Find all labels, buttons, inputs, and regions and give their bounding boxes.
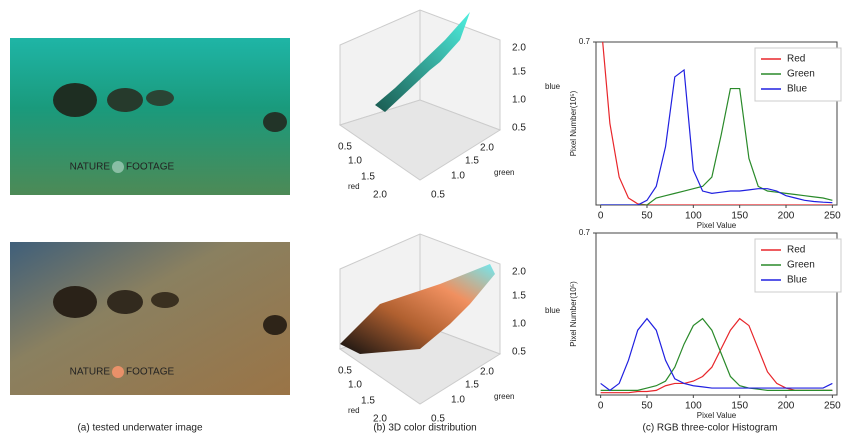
red-tick-label: 1.5 (361, 172, 375, 183)
x-tick-label: 250 (824, 401, 841, 412)
axis-label: blue (545, 82, 561, 91)
x-tick-label: 200 (778, 211, 795, 222)
blue-tick-label: 1.5 (512, 67, 526, 78)
blue-tick-label: 1.0 (512, 319, 526, 330)
y-axis-label: Pixel Number(10⁵) (569, 90, 578, 156)
series-line (601, 319, 833, 393)
green-tick-label: 1.5 (465, 156, 479, 167)
x-tick-label: 150 (731, 401, 748, 412)
y-tick-label: 0.7 (579, 228, 591, 237)
blue-tick-label: 1.5 (512, 291, 526, 302)
x-tick-label: 50 (641, 401, 653, 412)
x-tick-label: 250 (824, 211, 841, 222)
red-tick-label: 0.5 (338, 142, 352, 153)
watermark: FOOTAGE (126, 162, 174, 173)
red-tick-label: 1.5 (361, 396, 375, 407)
x-tick-label: 150 (731, 211, 748, 222)
watermark: FOOTAGE (126, 367, 174, 378)
blue-tick-label: 0.5 (512, 347, 526, 358)
y-tick-label: 0.7 (579, 37, 591, 46)
axis-label: green (494, 392, 514, 401)
legend-label: Red (787, 245, 805, 256)
caption: (c) RGB three-color Histogram (642, 423, 777, 434)
legend-label: Blue (787, 84, 807, 95)
x-axis-label: Pixel Value (697, 411, 737, 420)
axis-label: blue (545, 306, 561, 315)
figure: NATUREFOOTAGENATUREFOOTAGE 0.51.01.52.0r… (0, 0, 843, 438)
red-tick-label: 1.0 (348, 156, 362, 167)
x-tick-label: 100 (685, 211, 702, 222)
x-tick-label: 50 (641, 211, 653, 222)
x-tick-label: 100 (685, 401, 702, 412)
axis-label: red (348, 406, 360, 415)
blue-tick-label: 1.0 (512, 95, 526, 106)
legend-label: Blue (787, 275, 807, 286)
series-line (601, 319, 833, 391)
blue-tick-label: 0.5 (512, 123, 526, 134)
blue-tick-label: 2.0 (512, 267, 526, 278)
x-axis-label: Pixel Value (697, 221, 737, 230)
watermark-dot (112, 161, 124, 173)
legend-label: Red (787, 54, 805, 65)
histograms: 0 50 100 150 200 250 0.7 Pixel Value Pixel Numbe… (569, 19, 841, 420)
green-tick-label: 0.5 (431, 190, 445, 201)
watermark: NATURE (70, 367, 111, 378)
x-tick-label: 200 (778, 401, 795, 412)
legend-label: Green (787, 260, 815, 271)
axis-label: green (494, 168, 514, 177)
series-line (601, 19, 833, 205)
caption: (b) 3D color distribution (373, 423, 476, 434)
red-tick-label: 1.0 (348, 380, 362, 391)
green-tick-label: 1.0 (451, 171, 465, 182)
watermark: NATURE (70, 162, 111, 173)
axis-label: red (348, 182, 360, 191)
blue-tick-label: 2.0 (512, 43, 526, 54)
green-tick-label: 2.0 (480, 143, 494, 154)
green-tick-label: 2.0 (480, 367, 494, 378)
page: {"panels":{ "a":{"caption":"(a) tested u… (0, 0, 843, 438)
caption: (a) tested underwater image (77, 423, 203, 434)
series-line (601, 89, 833, 205)
green-tick-label: 1.0 (451, 395, 465, 406)
y-axis-label: Pixel Number(10⁵) (569, 281, 578, 347)
green-tick-label: 1.5 (465, 380, 479, 391)
red-tick-label: 0.5 (338, 366, 352, 377)
watermark-dot (112, 366, 124, 378)
legend-label: Green (787, 69, 815, 80)
3d-plots: 0.51.01.52.0red2.01.51.00.5green2.01.51.… (338, 10, 561, 425)
x-tick-label: 0 (598, 401, 604, 412)
red-tick-label: 2.0 (373, 190, 387, 201)
x-tick-label: 0 (598, 211, 604, 222)
series-line (601, 319, 833, 391)
